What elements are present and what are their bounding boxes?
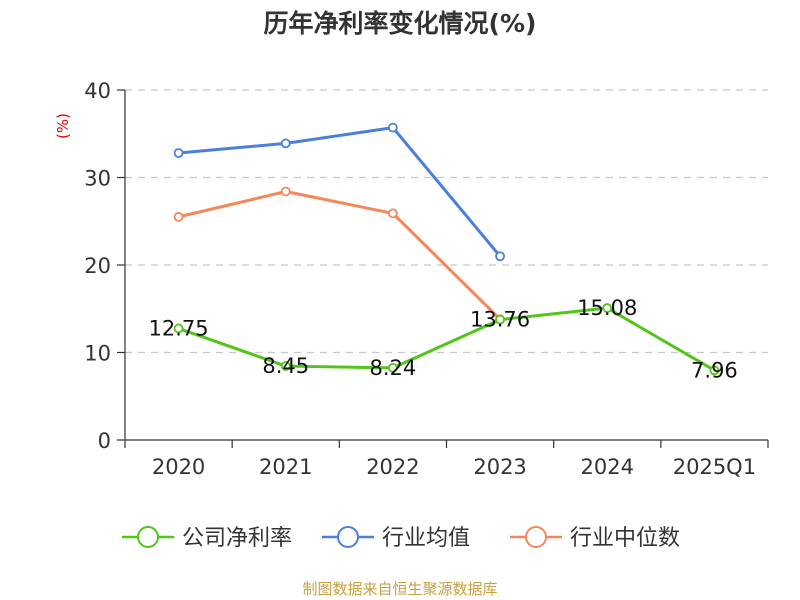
data-point [602,303,613,313]
x-tick-label: 2022 [366,455,419,479]
data-point [495,314,505,325]
data-point [173,323,184,334]
source-note: 制图数据来自恒生聚源数据库 [302,580,497,598]
y-tick-label: 0 [98,429,111,453]
legend-label: 公司净利率 [182,526,292,551]
data-point [388,122,398,133]
data-point [388,362,398,373]
series-line-0 [178,306,716,372]
legend-marker [525,526,547,548]
x-tick-label: 2023 [473,455,526,479]
x-tick-label: 2025Q1 [673,455,756,479]
series-line-1 [178,126,502,258]
data-labels: 12.75 8.45 8.24 13.76 15.08 7.96 [149,296,738,382]
data-label: 7.96 [691,358,738,382]
y-tick-label: 20 [84,254,111,278]
data-label: 12.75 [149,316,209,340]
y-axis-unit-label: (%) [54,113,72,139]
legend-label: 行业中位数 [570,526,680,551]
legend: 公司净利率 行业均值 行业中位数 [122,526,680,551]
axes: 0 10 20 30 40 2020 2021 2022 2023 2024 2025Q1 [84,79,769,479]
data-point [709,365,720,376]
x-tick-label: 2020 [152,455,205,479]
series-lines [173,122,720,376]
y-tick-label: 40 [84,79,111,103]
x-tick-label: 2024 [581,455,634,479]
data-point [388,208,398,219]
data-point [173,148,184,158]
legend-marker [137,526,159,548]
data-point [280,186,291,197]
grid-lines [125,89,768,354]
data-point [280,138,291,149]
x-tick-label: 2021 [259,455,312,479]
data-point [173,211,184,222]
legend-marker [337,526,359,548]
legend-label: 行业均值 [382,526,470,551]
data-label: 13.76 [470,308,530,332]
data-label: 8.24 [370,356,417,380]
data-label: 15.08 [577,296,637,320]
y-tick-label: 10 [84,342,111,366]
series-line-2 [178,190,502,321]
data-point [495,251,505,262]
data-point [280,361,291,371]
data-label: 8.45 [262,354,309,378]
y-tick-label: 30 [84,167,111,191]
chart-title: 历年净利率变化情况(%) [264,9,537,38]
